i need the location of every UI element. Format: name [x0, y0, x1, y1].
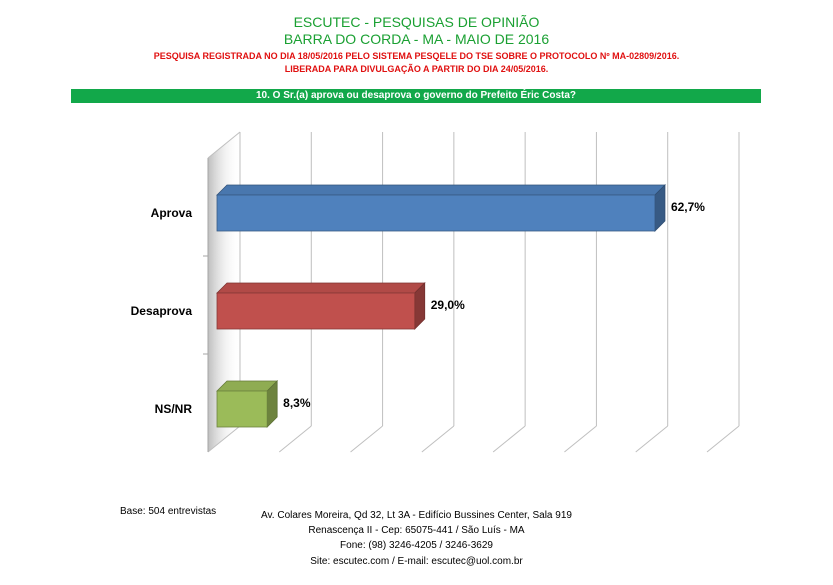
footer-site: Site: escutec.com / E-mail: escutec@uol.… [310, 556, 523, 567]
report-title: ESCUTEC - PESQUISAS DE OPINIÃO [293, 14, 540, 30]
bar-front-face [216, 292, 416, 330]
registration-line-2: LIBERADA PARA DIVULGAÇÃO A PARTIR DO DIA… [284, 64, 549, 74]
bar-top-face [216, 282, 426, 294]
gridline-floor [564, 425, 597, 453]
gridline-floor [635, 425, 669, 453]
bar-top-face [216, 184, 666, 196]
value-label: 8,3% [283, 396, 311, 410]
footer-address-line-1: Av. Colares Moreira, Qd 32, Lt 3A - Edif… [261, 510, 572, 521]
gridline-floor [492, 425, 526, 453]
value-label: 29,0% [431, 298, 465, 312]
report-subtitle: BARRA DO CORDA - MA - MAIO DE 2016 [283, 31, 550, 47]
bar-ns-nr [216, 380, 279, 428]
gridline-floor [207, 425, 241, 453]
chart-gridlines [203, 131, 740, 453]
footer-phone: Fone: (98) 3246-4205 / 3246-3629 [340, 540, 493, 551]
category-label: NS/NR [155, 402, 193, 416]
category-label: Aprova [151, 206, 193, 220]
gridline-floor [350, 425, 383, 453]
footer-address-line-2: Renascença II - Cep: 65075-441 / São Luí… [308, 525, 525, 536]
question-bar: 10. O Sr.(a) aprova ou desaprova o gover… [71, 89, 761, 103]
bar-aprova [216, 184, 666, 232]
sample-base: Base: 504 entrevistas [120, 506, 217, 517]
chart-category-labels: Aprova Desaprova NS/NR [131, 206, 193, 416]
bar-front-face [216, 194, 656, 232]
gridline-floor [421, 425, 455, 453]
chart-bars [216, 184, 666, 428]
bar-front-face [216, 390, 268, 428]
gridline-top [207, 131, 241, 159]
gridline-floor [278, 425, 312, 453]
chart-value-labels: 62,7% 29,0% 8,3% [283, 200, 705, 410]
category-label: Desaprova [131, 304, 193, 318]
bar-desaprova [216, 282, 426, 330]
value-label: 62,7% [671, 200, 705, 214]
registration-line-1: PESQUISA REGISTRADA NO DIA 18/05/2016 PE… [153, 51, 680, 61]
gridline-floor [706, 425, 740, 453]
